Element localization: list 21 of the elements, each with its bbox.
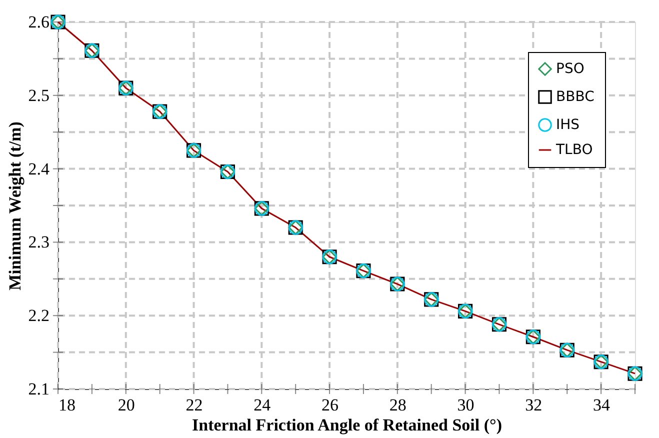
x-tick-label: 24 xyxy=(254,396,272,414)
x-tick-label: 22 xyxy=(186,396,203,414)
y-tick-label: 2.1 xyxy=(28,380,50,398)
y-axis-title: Minimum Weight (t/m) xyxy=(5,122,24,290)
y-tick-label: 2.3 xyxy=(28,232,50,252)
legend-label: PSO xyxy=(556,61,584,77)
x-axis-title: Internal Friction Angle of Retained Soil (°) xyxy=(192,416,502,434)
legend-label: BBBC xyxy=(556,89,595,105)
y-tick-label: 2.4 xyxy=(28,159,50,178)
x-tick-label: 34 xyxy=(593,396,611,414)
x-tick-label: 26 xyxy=(322,396,339,414)
x-tick-label: 28 xyxy=(389,396,406,414)
legend-label: TLBO xyxy=(555,142,593,158)
y-tick-label: 2.6 xyxy=(28,12,50,32)
x-tick-label: 18 xyxy=(58,396,76,414)
x-tick-label: 30 xyxy=(457,396,474,414)
legend-label: IHS xyxy=(556,117,580,133)
x-tick-label: 32 xyxy=(525,396,542,414)
y-tick-label: 2.5 xyxy=(28,86,50,105)
x-tick-label: 20 xyxy=(118,396,135,414)
y-tick-label: 2.2 xyxy=(28,306,50,326)
